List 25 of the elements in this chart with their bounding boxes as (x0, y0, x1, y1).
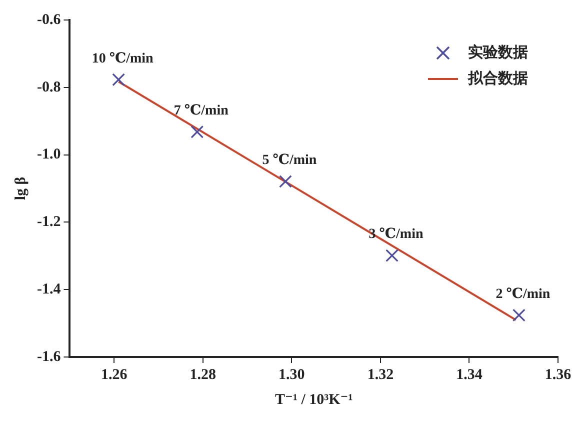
x-tick-label: 1.26 (101, 366, 128, 383)
x-axis-title: T⁻¹ / 10³K⁻¹ (275, 392, 353, 408)
y-tick-label: -1.6 (36, 348, 62, 365)
annotation: 10 ℃/min (92, 51, 154, 66)
x-tick-label: 1.32 (367, 366, 394, 383)
annotation: 5 ℃/min (262, 153, 317, 168)
point (279, 174, 292, 188)
y-tick-label: -0.6 (36, 12, 62, 28)
point (386, 249, 398, 262)
annotation: 2 ℃/min (496, 286, 550, 302)
point (512, 308, 526, 322)
annotation: 7 ℃/min (174, 103, 229, 118)
point (112, 73, 126, 86)
x-tick-label: 1.30 (278, 366, 305, 383)
x-tick-label: 1.34 (456, 366, 483, 383)
y-tick-label: -1.2 (36, 214, 61, 230)
x-tick-label: 1.28 (190, 366, 216, 383)
y-axis-title: lg β (12, 176, 29, 200)
point (190, 125, 204, 138)
x-tick-label: 1.36 (544, 366, 572, 383)
legend-label: 实验数据 (468, 42, 528, 61)
y-tick-label: -1.0 (36, 146, 61, 163)
y-tick-label: -1.4 (36, 281, 62, 298)
legend-label: 拟合数据 (467, 70, 528, 87)
y-tick-label: -0.8 (36, 79, 61, 96)
